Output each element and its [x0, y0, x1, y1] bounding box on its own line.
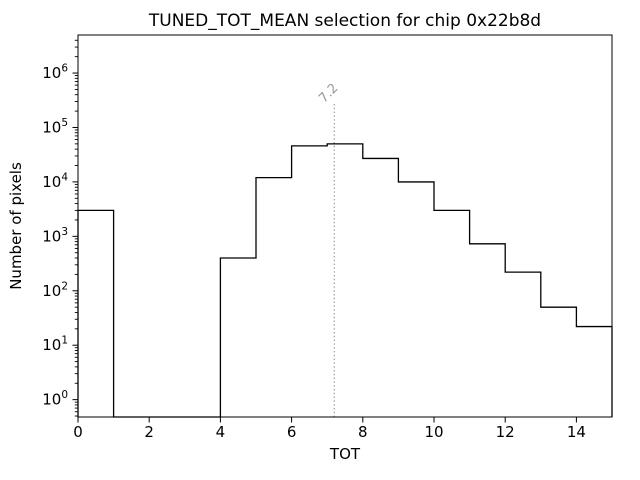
x-tick-label: 0	[73, 423, 83, 441]
vline-label: 7.2	[316, 81, 341, 106]
y-tick-label: 101	[42, 335, 68, 355]
y-axis-label: Number of pixels	[7, 162, 25, 290]
x-tick-label: 4	[216, 423, 226, 441]
y-tick-label: 100	[42, 389, 68, 409]
histogram-step-line	[77, 143, 613, 418]
x-tick-label: 14	[567, 423, 586, 441]
y-tick-label: 104	[42, 171, 68, 191]
y-tick-label: 105	[42, 117, 68, 137]
x-tick-label: 12	[496, 423, 515, 441]
y-axis-ticks: 100 101 102 103 104 105 106	[42, 63, 78, 409]
y-tick-label: 103	[42, 226, 68, 246]
x-axis-label: TOT	[329, 445, 361, 463]
axes-spines	[77, 34, 613, 418]
x-tick-label: 8	[358, 423, 368, 441]
y-tick-label: 106	[42, 63, 68, 83]
chart-title: TUNED_TOT_MEAN selection for chip 0x22b8…	[148, 11, 542, 31]
x-tick-label: 6	[287, 423, 297, 441]
y-tick-label: 102	[42, 280, 68, 300]
x-tick-label: 2	[144, 423, 154, 441]
y-axis-minor-ticks	[74, 39, 78, 417]
x-tick-label: 10	[424, 423, 443, 441]
x-axis-ticks: 0 2 4 6 8 10 12 14	[73, 417, 586, 441]
